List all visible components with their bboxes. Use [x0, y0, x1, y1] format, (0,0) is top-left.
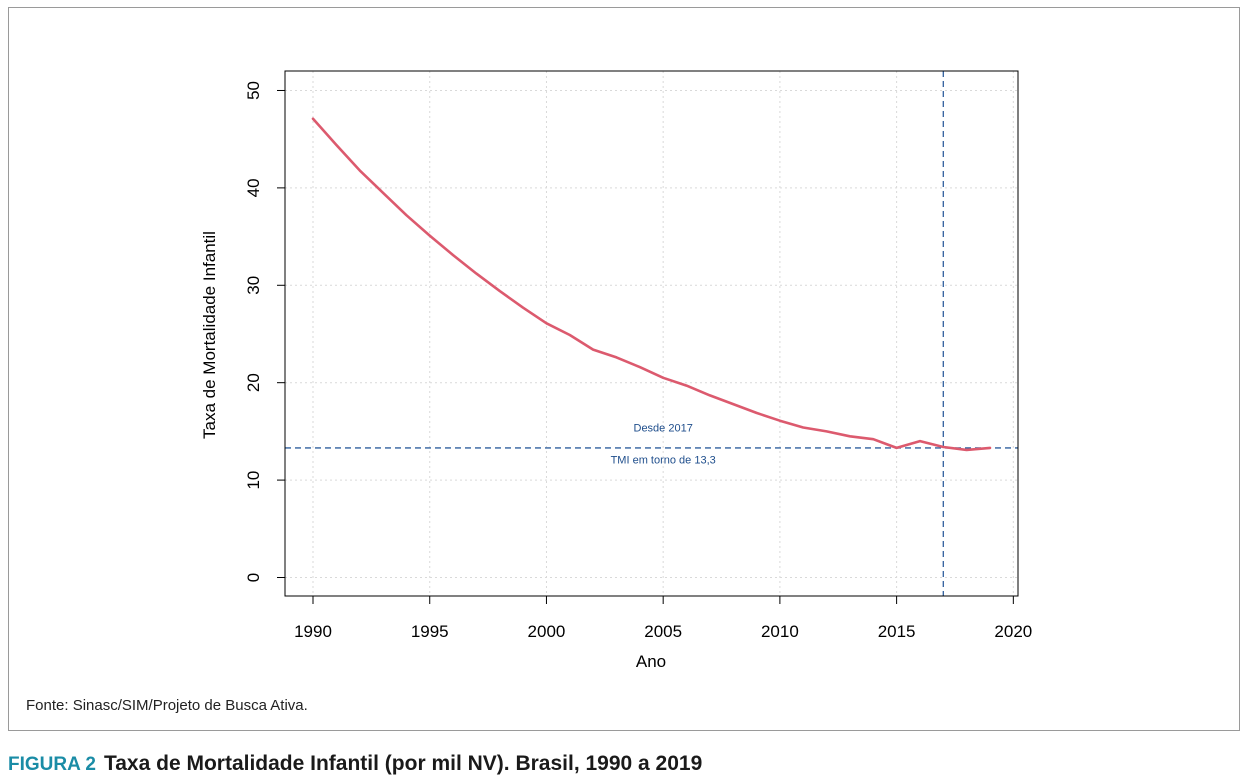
y-tick-label: 30 [244, 276, 263, 295]
x-tick-label: 1995 [411, 622, 449, 641]
grid-lines [285, 71, 1018, 596]
series-layer [311, 117, 992, 452]
annotations: Desde 2017 TMI em torno de 13,3 [611, 422, 716, 466]
plot-area-border [284, 70, 1019, 597]
x-tick-label: 2015 [878, 622, 916, 641]
x-tick-label: 2020 [994, 622, 1032, 641]
reference-lines [285, 71, 1018, 596]
x-axis: 1990 1995 2000 2005 2010 2015 2020 [294, 595, 1032, 641]
figure-frame [8, 7, 1240, 731]
figure-label: FIGURA 2 [8, 754, 96, 775]
figure-caption: FIGURA 2 Taxa de Mortalidade Infantil (po… [8, 752, 702, 776]
y-tick-label: 0 [244, 573, 263, 582]
y-tick-label: 50 [244, 81, 263, 100]
source-note: Fonte: Sinasc/SIM/Projeto de Busca Ativa… [26, 697, 308, 714]
y-axis: 0 10 20 30 40 50 [244, 81, 286, 582]
series-line [311, 117, 992, 452]
annotation-label: TMI em torno de 13,3 [611, 455, 716, 467]
y-tick-label: 20 [244, 373, 263, 392]
x-axis-label: Ano [636, 652, 666, 671]
y-axis-label: Taxa de Mortalidade Infantil [200, 231, 219, 439]
x-tick-label: 2010 [761, 622, 799, 641]
annotation-label: Desde 2017 [634, 422, 693, 434]
x-tick-label: 2000 [528, 622, 566, 641]
y-tick-label: 40 [244, 178, 263, 197]
figure-title: Taxa de Mortalidade Infantil (por mil NV… [103, 752, 703, 775]
y-tick-label: 10 [244, 471, 263, 490]
x-tick-label: 2005 [644, 622, 682, 641]
x-tick-label: 1990 [294, 622, 332, 641]
